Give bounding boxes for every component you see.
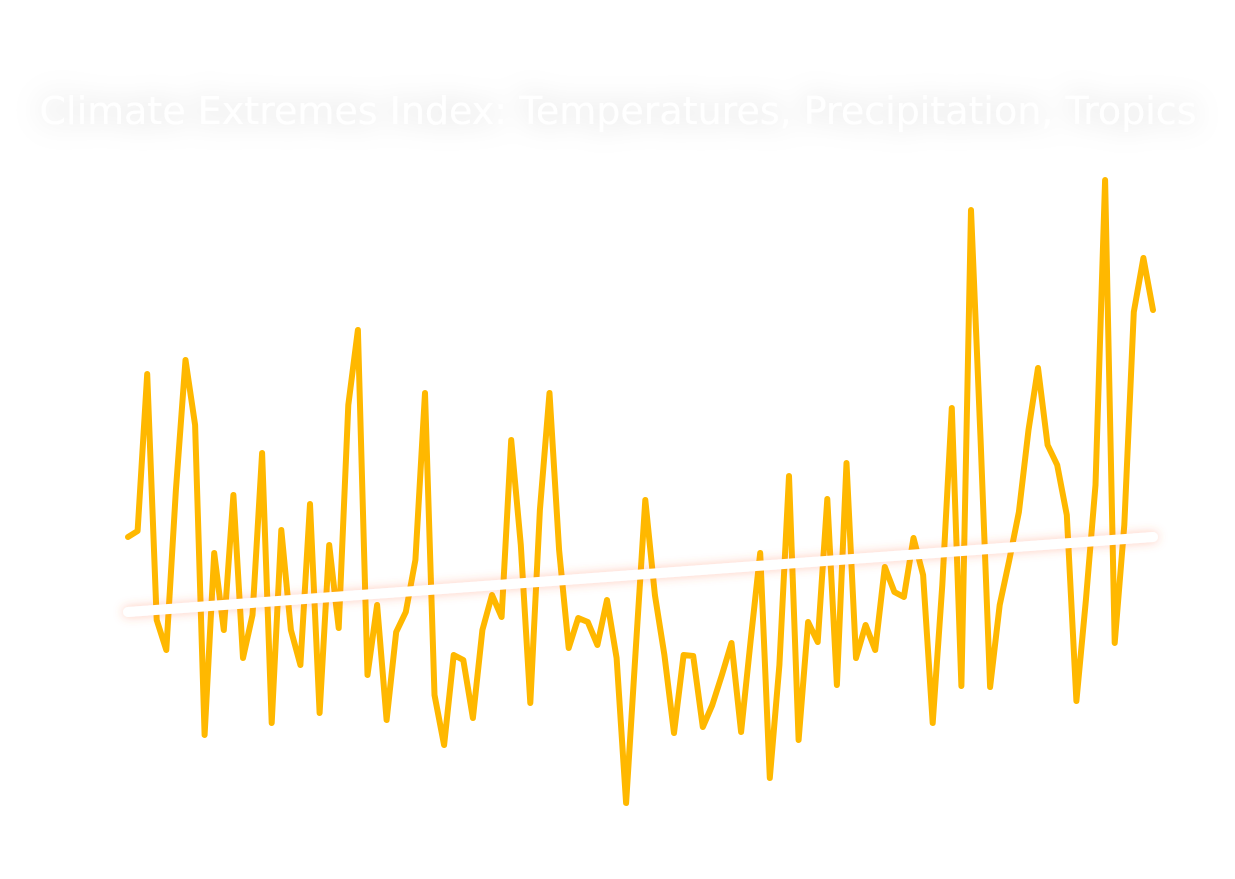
trend-line [123, 532, 1158, 617]
chart-title: Climate Extremes Index: Temperatures, Pr… [39, 89, 1196, 133]
data-line [125, 177, 1156, 806]
